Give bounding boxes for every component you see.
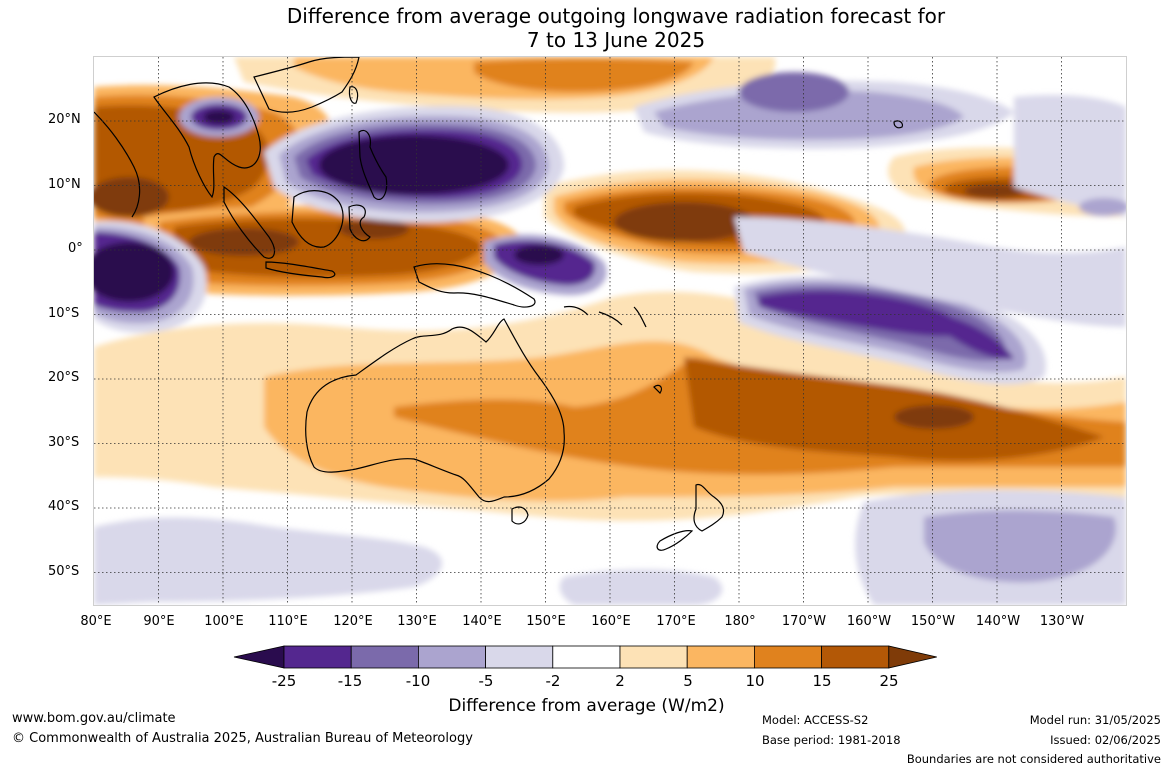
colorbar-segment [619, 645, 688, 669]
chart-title: Difference from average outgoing longwav… [0, 4, 1173, 52]
lon-label-100e: 100°E [204, 614, 244, 629]
lon-label-150w: 150°W [910, 614, 956, 629]
lon-label-160e: 160°E [591, 614, 631, 629]
lon-label-120e: 120°E [333, 614, 373, 629]
colorbar-tick-label: 25 [879, 672, 899, 690]
footer-base-period: Base period: 1981-2018 [762, 733, 901, 747]
colorbar-segment [350, 645, 419, 669]
lon-label-140e: 140°E [462, 614, 502, 629]
colorbar-tick-label: 5 [683, 672, 693, 690]
footer-model-run: Model run: 31/05/2025 [1029, 713, 1161, 727]
footer-model: Model: ACCESS-S2 [762, 713, 869, 727]
colorbar [233, 645, 937, 669]
lon-label-140w: 140°W [975, 614, 1021, 629]
colorbar-extend-high [888, 645, 937, 669]
colorbar-segment [283, 645, 352, 669]
ol-radiation-map [93, 56, 1127, 606]
lat-label-50s: 50°S [48, 564, 80, 579]
lon-label-90e: 90°E [143, 614, 175, 629]
lat-label-30s: 30°S [48, 435, 80, 450]
footer-issued: Issued: 02/06/2025 [1050, 733, 1161, 747]
coastlines [94, 57, 904, 551]
title-line-2: 7 to 13 June 2025 [526, 28, 706, 52]
colorbar-segment [754, 645, 823, 669]
colorbar-tick-label: -15 [337, 672, 363, 690]
colorbar-title: Difference from average (W/m2) [448, 696, 725, 716]
lon-label-160w: 160°W [846, 614, 892, 629]
lat-label-20n: 20°N [48, 112, 81, 127]
lat-label-0: 0° [68, 241, 83, 256]
colorbar-segment [821, 645, 890, 669]
lon-label-170w: 170°W [781, 614, 827, 629]
footer-url[interactable]: www.bom.gov.au/climate [12, 711, 176, 726]
footer-boundaries: Boundaries are not considered authoritat… [906, 752, 1161, 766]
colorbar-extend-low [233, 645, 285, 669]
colorbar-tick-label: 10 [745, 672, 765, 690]
colorbar-segment [552, 645, 621, 669]
colorbar-tick-label: -5 [478, 672, 494, 690]
colorbar-segment [485, 645, 554, 669]
graticule [94, 57, 1126, 605]
lat-label-10s: 10°S [48, 306, 80, 321]
colorbar-tick-label: -2 [545, 672, 561, 690]
colorbar-segment [686, 645, 755, 669]
colorbar-tick-label: 2 [615, 672, 625, 690]
lon-label-110e: 110°E [268, 614, 308, 629]
lon-label-180: 180° [724, 614, 756, 629]
lon-label-130w: 130°W [1039, 614, 1085, 629]
colorbar-tick-label: -10 [405, 672, 431, 690]
footer-copyright: © Commonwealth of Australia 2025, Austra… [12, 731, 473, 746]
colorbar-tick-label: 15 [812, 672, 832, 690]
lon-label-150e: 150°E [526, 614, 566, 629]
lon-label-170e: 170°E [656, 614, 696, 629]
colorbar-tick-label: -25 [271, 672, 297, 690]
map-svg [94, 57, 1126, 605]
lon-label-80e: 80°E [80, 614, 112, 629]
lat-label-20s: 20°S [48, 370, 80, 385]
title-line-1: Difference from average outgoing longwav… [286, 4, 946, 28]
colorbar-segment [417, 645, 486, 669]
lat-label-10n: 10°N [48, 177, 81, 192]
lon-label-130e: 130°E [397, 614, 437, 629]
lat-label-40s: 40°S [48, 499, 80, 514]
